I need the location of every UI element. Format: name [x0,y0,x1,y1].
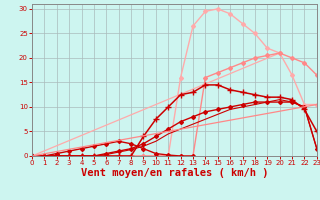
X-axis label: Vent moyen/en rafales ( km/h ): Vent moyen/en rafales ( km/h ) [81,168,268,178]
